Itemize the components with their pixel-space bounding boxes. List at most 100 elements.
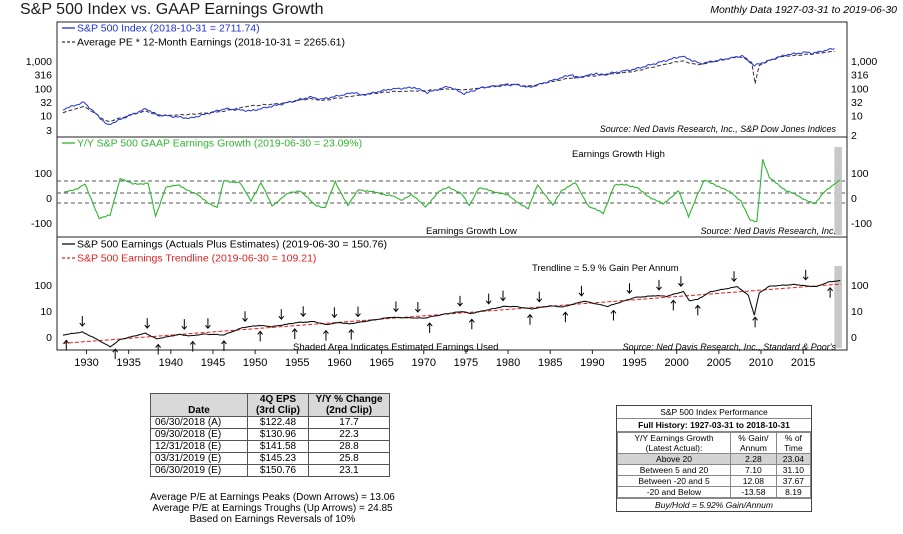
table-cell: 23.04 <box>775 453 812 465</box>
table-row: 09/30/2018 (E) $130.96 22.3 <box>150 428 390 441</box>
table-cell: 2.28 <box>730 453 777 465</box>
performance-history: Full History: 1927-03-31 to 2018-10-31 <box>617 419 811 432</box>
performance-table: S&P 500 Index Performance Full History: … <box>616 405 812 512</box>
down-arrow <box>536 291 543 303</box>
y-tick-label-right: 32 <box>851 97 863 109</box>
y-tick-label-right: -100 <box>851 218 872 230</box>
table-cell: 23.1 <box>308 464 390 477</box>
y-tick-label-right: 1,000 <box>851 56 877 68</box>
series-line-index <box>62 47 835 126</box>
plot-border <box>56 21 848 351</box>
x-tick-label: 2000 <box>664 357 688 369</box>
down-arrow <box>500 290 506 302</box>
x-tick-label: 1955 <box>285 357 309 369</box>
x-tick-label: 1930 <box>74 357 98 369</box>
perf-header-growth: Y/Y Earnings Growth (Latest Actual): <box>617 432 731 454</box>
legend-label-trend: S&P 500 Earnings Trendline (2019-06-30 =… <box>77 253 316 265</box>
chart-title: S&P 500 Index vs. GAAP Earnings Growth <box>20 1 324 18</box>
table-cell: $141.58 <box>247 440 309 453</box>
up-arrow <box>189 340 196 352</box>
down-arrow <box>414 302 421 313</box>
table-row: Between -20 and 5 12.08 37.67 <box>617 475 812 487</box>
y-tick-label-left: 100 <box>34 83 52 95</box>
up-arrow <box>752 316 758 328</box>
up-arrow <box>348 328 355 340</box>
up-arrow <box>112 348 119 360</box>
down-arrow <box>331 307 338 319</box>
down-arrow <box>181 319 188 330</box>
note-peaks: Average P/E at Earnings Peaks (Down Arro… <box>150 492 395 503</box>
table-cell: $145.23 <box>247 452 309 465</box>
x-tick-label: 2010 <box>749 357 773 369</box>
up-arrow <box>694 304 701 316</box>
down-arrow <box>300 306 307 318</box>
table-cell: 06/30/2019 (E) <box>150 464 248 477</box>
series-line-trend <box>62 283 842 344</box>
x-tick-label: 1970 <box>412 357 436 369</box>
x-tick-label: 1960 <box>327 357 351 369</box>
eps-header-date: Date <box>150 393 248 417</box>
table-cell: $130.96 <box>247 428 309 441</box>
note-troughs: Average P/E at Earnings Troughs (Up Arro… <box>152 503 393 514</box>
x-tick-label: 1975 <box>454 357 478 369</box>
table-cell: 09/30/2018 (E) <box>150 428 248 441</box>
down-arrow <box>205 318 211 329</box>
y-tick-label-right: 10 <box>851 306 863 318</box>
y-tick-label-right: 2 <box>851 130 857 142</box>
up-arrow <box>257 330 264 342</box>
down-arrow <box>578 285 585 297</box>
up-arrow <box>426 322 433 334</box>
x-tick-label: 1980 <box>496 357 520 369</box>
x-tick-label: 1950 <box>243 357 267 369</box>
y-tick-label-right: 316 <box>851 70 869 82</box>
table-cell: -20 and Below <box>617 486 731 498</box>
up-arrow <box>63 339 70 351</box>
down-arrow <box>626 283 633 294</box>
down-arrow <box>144 318 151 329</box>
table-cell: 06/30/2018 (A) <box>150 416 248 429</box>
performance-footer: Buy/Hold = 5.92% Gain/Annum <box>617 498 811 511</box>
x-tick-label: 1995 <box>622 357 646 369</box>
y-tick-label-left: 3 <box>46 125 52 137</box>
x-tick-label: 1990 <box>580 357 604 369</box>
x-tick-label: 1945 <box>201 357 225 369</box>
y-tick-label-left: 32 <box>40 97 52 109</box>
x-tick-label: 1965 <box>369 357 393 369</box>
table-cell: 03/31/2019 (E) <box>150 452 248 465</box>
down-arrow <box>278 309 285 320</box>
table-cell: $150.76 <box>247 464 309 477</box>
y-tick-label-right: 100 <box>851 83 869 95</box>
down-arrow <box>79 316 86 327</box>
estimated-shade-growth <box>834 147 842 235</box>
note-reversals: Based on Earnings Reversals of 10% <box>189 514 356 525</box>
x-tick-label: 1935 <box>116 357 140 369</box>
source-note-middle: Source: Ned Davis Research, Inc. <box>700 226 836 236</box>
y-tick-label-right: 10 <box>851 111 863 123</box>
source-note-top: Source: Ned Davis Research, Inc., S&P Do… <box>600 124 837 134</box>
down-arrow <box>802 269 809 281</box>
perf-header-time: % of Time <box>775 432 812 454</box>
down-arrow <box>457 295 463 307</box>
legend-label-earnings: S&P 500 Earnings (Actuals Plus Estimates… <box>77 239 387 251</box>
down-arrow <box>678 276 684 288</box>
y-tick-label-right: 100 <box>851 168 869 180</box>
down-arrow <box>242 311 248 323</box>
annotation-growth-low: Earnings Growth Low <box>426 226 517 237</box>
annotation-shaded-area: Shaded Area Indicates Estimated Earnings… <box>293 342 498 353</box>
table-row: Above 20 2.28 23.04 <box>617 453 812 465</box>
y-tick-label-left: 0 <box>46 193 52 205</box>
y-tick-label-left: 10 <box>40 306 52 318</box>
source-note-bottom: Source: Ned Davis Research, Inc., Standa… <box>623 342 837 352</box>
table-cell: 31.10 <box>775 464 812 476</box>
y-tick-label-right: 100 <box>851 280 869 292</box>
y-tick-label-left: 1,000 <box>26 56 52 68</box>
eps-table: Date 4Q EPS (3rd Clip) Y/Y % Change (2nd… <box>150 393 390 477</box>
perf-header-gain: % Gain/ Annum <box>730 432 777 454</box>
table-cell: 17.7 <box>308 416 390 429</box>
y-tick-label-left: 100 <box>34 280 52 292</box>
y-tick-label-left: 10 <box>40 111 52 123</box>
up-arrow <box>468 318 475 330</box>
